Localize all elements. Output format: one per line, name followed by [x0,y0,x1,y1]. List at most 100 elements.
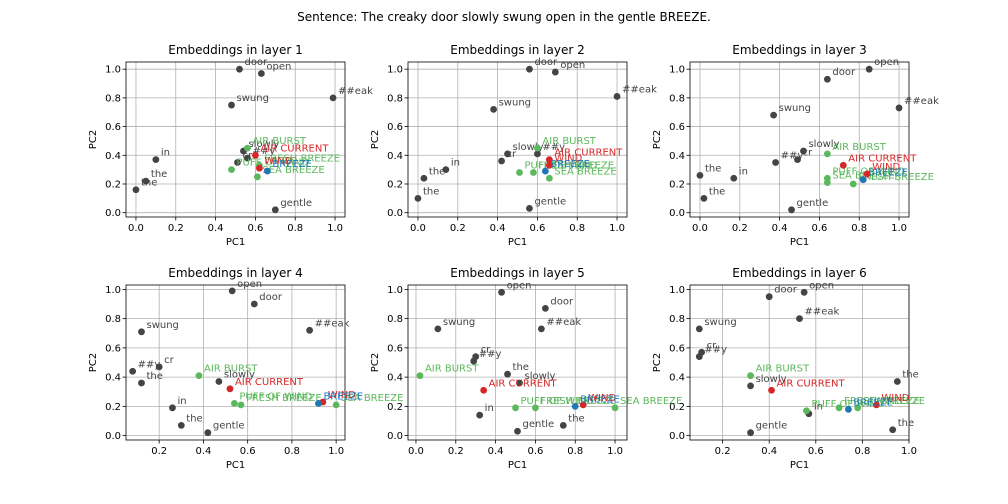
point-cr [234,159,241,166]
point-slowly [504,150,511,158]
axes-frame [407,284,628,441]
x-tick-label: 1.0 [327,223,343,234]
point-door [236,65,243,73]
point-eak [895,104,903,112]
x-tick-label: 0.0 [408,446,424,457]
point-label: FRESH BREEZE [540,396,616,407]
point-swung [228,101,235,109]
y-tick-label: 0.6 [669,122,685,133]
x-axis-label: PC1 [508,237,527,248]
point-the [893,378,901,385]
point-the [696,171,704,179]
x-tick-label: 1.0 [609,223,625,234]
point-air-current [226,385,234,393]
point-fresh-breeze [532,404,539,412]
y-tick-label: 0.8 [105,314,121,325]
x-tick-label: 0.6 [240,446,256,457]
x-tick-label: 0.6 [811,223,827,234]
point-breeze [315,400,322,407]
point-label: the [429,166,445,177]
x-tick-label: 1.0 [901,446,917,457]
point-label: in [177,396,186,407]
point-breeze [263,167,271,175]
subplot-title: Embeddings in layer 5 [450,266,584,280]
point-label: open [874,57,899,68]
y-tick-label: 0.8 [387,314,403,325]
x-tick-label: 0.0 [128,223,144,234]
axes-frame [125,61,346,218]
point-label: FRESH BREEZE [844,396,920,407]
point-open [800,288,808,296]
point-gentle [204,429,212,437]
point-label: ##eak [904,96,939,107]
point-label: swung [443,317,475,328]
point-the [142,177,150,185]
subplot-layer-3: Embeddings in layer 3 0.0 0.2 0.4 0.6 0.8 1.0 0… [652,43,939,248]
point-label: ##eak [622,84,657,95]
point-label: ##eak [546,317,581,328]
point-the [132,186,140,194]
axes-frame [689,284,910,441]
point-swung [490,105,498,113]
y-axis-label: PC2 [652,353,663,372]
point-label: in [451,158,460,169]
point-label: swung [499,97,531,108]
point-label: WIND [328,390,356,401]
point-label: open [809,280,834,291]
point-label: PUFF OF WIND [239,391,312,402]
point-label: SEA BREEZE [341,393,403,404]
point-label: PUFF OF WIND [524,161,597,172]
subplot-title: Embeddings in layer 3 [732,43,866,57]
point-label: gentle [756,421,788,432]
point-label: slowly [524,371,555,382]
point-fresh-breeze [849,180,857,188]
point-door [823,75,831,83]
y-axis-label: PC2 [88,353,99,372]
y-tick-label: 0.6 [669,343,685,354]
point-label: ##y [479,349,502,360]
point-wind [863,170,871,178]
y-tick-label: 0.8 [105,93,121,104]
point-breeze [571,402,579,410]
point-the [559,421,567,429]
x-tick-label: 0.8 [567,446,583,457]
y-tick-label: 0.4 [387,373,403,384]
point-label: swung [146,320,178,331]
point-label: FRESH BREEZE [858,172,934,183]
x-tick-label: 0.2 [448,446,464,457]
y-tick-label: 1.0 [387,65,403,76]
x-tick-label: 0.2 [450,223,466,234]
point-label: door [244,57,268,68]
point-wind [255,164,263,172]
y-tick-label: 0.4 [105,151,121,162]
point-door [526,65,533,73]
point-label: WIND [264,156,292,167]
point-label: ##y [781,150,804,161]
point-air-current [480,386,488,394]
point-label: AIR BURST [425,364,479,375]
x-tick-label: 0.0 [410,223,426,234]
point-gentle [788,206,795,214]
point-in [476,411,484,419]
x-tick-label: 0.4 [195,446,211,457]
axes-frame [689,61,910,218]
x-tick-label: 0.8 [287,223,303,234]
point-gentle [526,204,533,212]
point-label: the [902,370,918,381]
point-label: AIR CURRENT [489,378,558,389]
y-tick-label: 0.2 [105,179,121,190]
point-air-burst [747,372,754,380]
x-axis-label: PC1 [790,460,809,471]
point-slowly [215,378,223,385]
point-label: swung [779,103,811,114]
y-tick-label: 1.0 [669,65,685,76]
point-y [534,150,541,158]
point-label: in [814,402,823,413]
point-label: AIR CURRENT [777,378,846,389]
x-tick-label: 0.4 [772,223,788,234]
point-the [177,421,185,429]
y-axis-label: PC2 [370,130,381,149]
y-tick-label: 0.2 [387,402,403,413]
point-label: door [774,285,798,296]
y-tick-label: 0.4 [669,151,685,162]
